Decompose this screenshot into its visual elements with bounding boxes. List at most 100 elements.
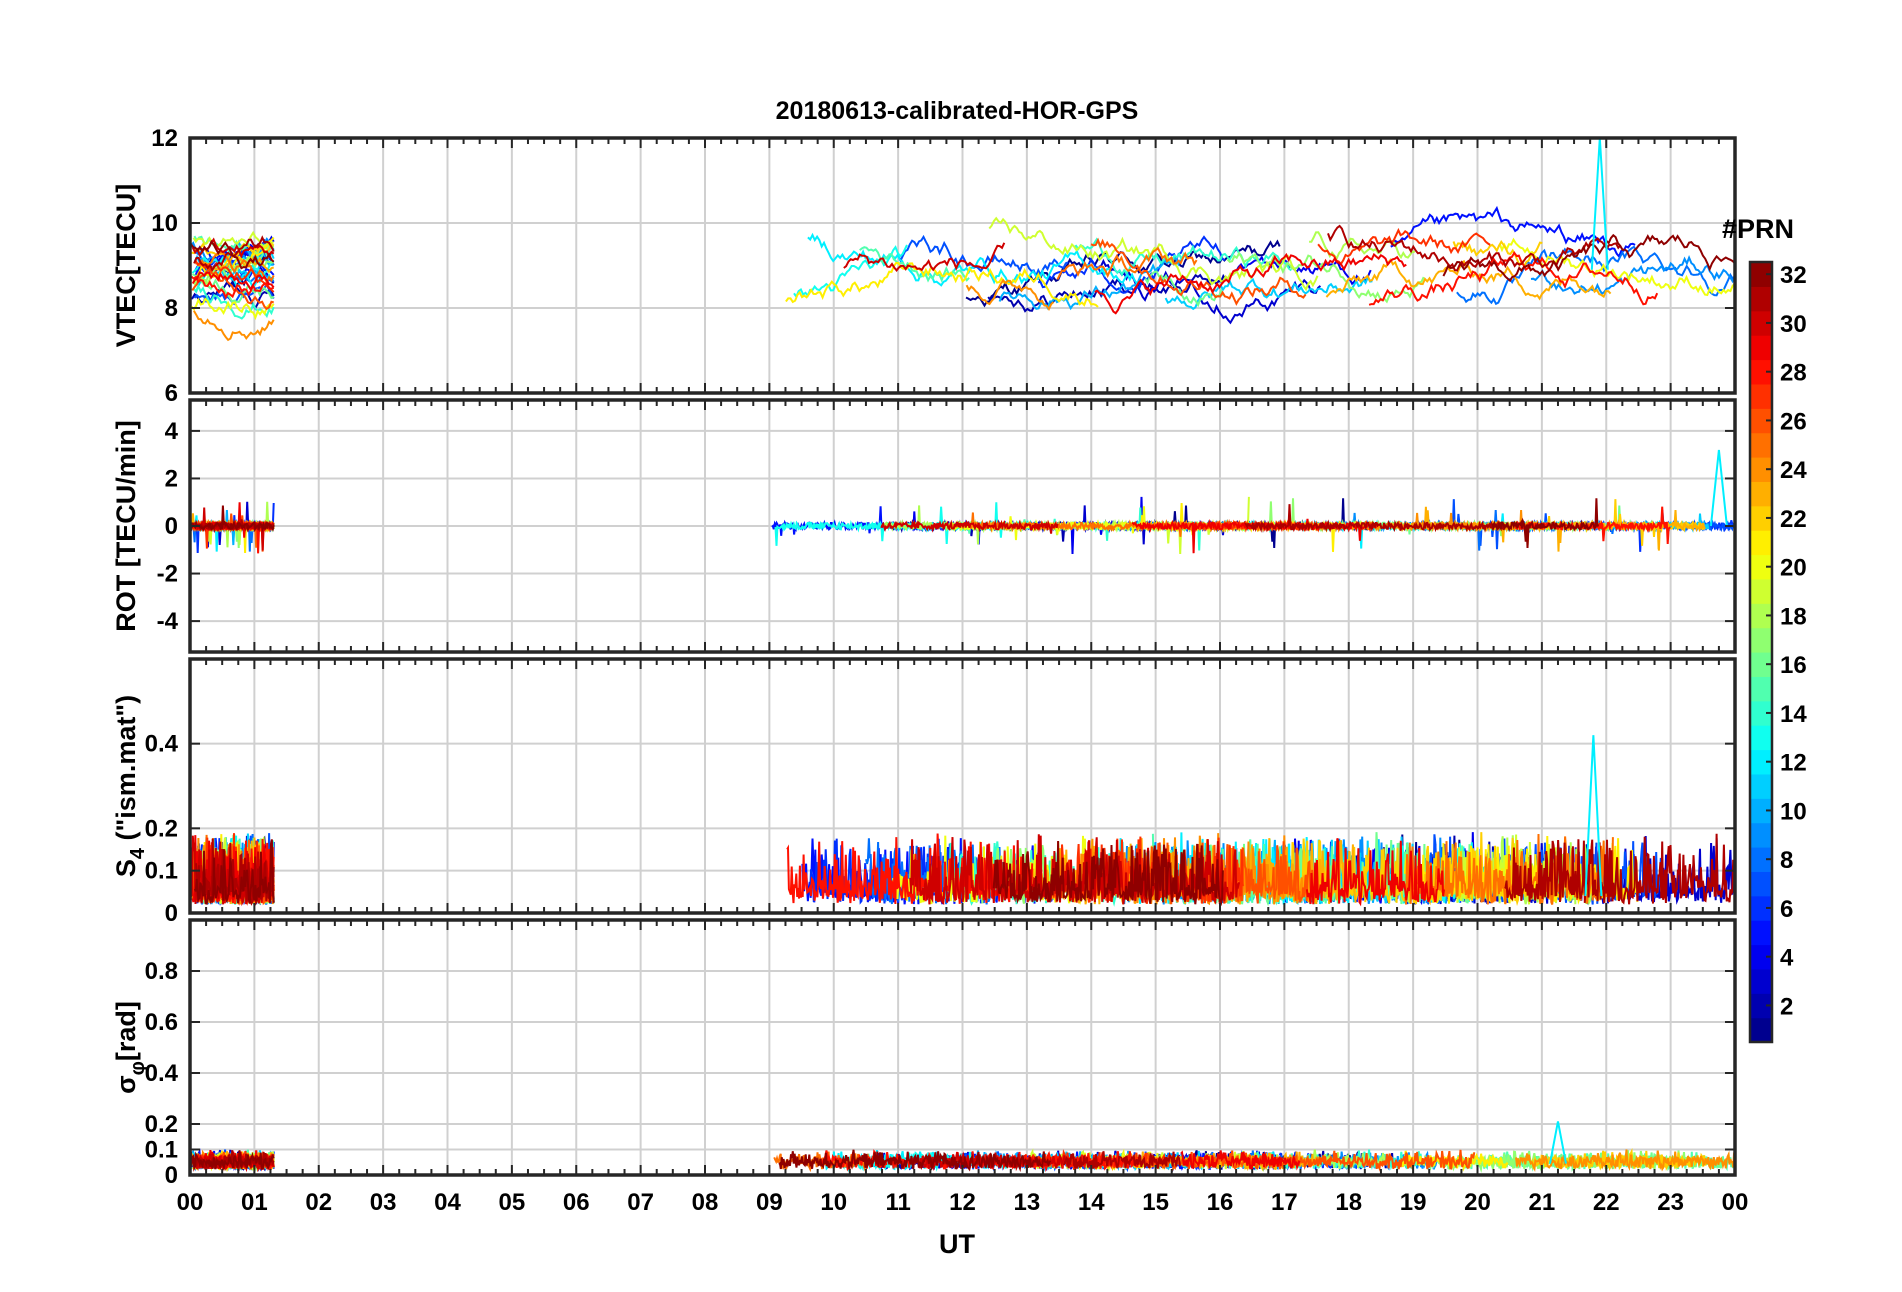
y-label-main: σ [111,1075,141,1093]
series-line-prn-19 [988,216,1319,292]
colorbar-segment [1750,847,1772,872]
series-line-prn-31 [194,519,275,534]
x-tick-label: 21 [1529,1189,1556,1216]
y-label-rest: [rad] [111,1001,141,1061]
series-line-prn-32 [778,1149,1052,1173]
x-tick-label: 08 [692,1189,719,1216]
series-line-prn-8 [1456,245,1735,306]
series-line-prn-28 [190,275,275,300]
series-line-prn-32 [193,839,275,905]
y-tick-label: 6 [165,380,178,407]
colorbar-segment [1750,676,1772,702]
y-tick-label: 0.4 [145,731,179,758]
series-line-prn-31 [1504,833,1735,905]
x-tick-label: 02 [305,1189,332,1216]
y-tick-label: 12 [151,125,178,152]
panel-s4: 0 0.1 0.2 0.4S4 ("ism.mat") [111,657,1737,927]
colorbar-tick-label: 32 [1780,262,1807,289]
series-line-prn-29 [1305,838,1445,907]
series-line-prn-32 [190,1150,275,1172]
x-tick-label: 00 [177,1189,204,1216]
colorbar-tick-label: 18 [1780,603,1807,630]
series-line-prn-16 [1144,270,1225,308]
series-line-prn-23 [1325,258,1612,301]
colorbar-segment [1750,432,1772,458]
colorbar-segment [1750,457,1772,482]
colorbar-segment [1750,335,1772,361]
series-line-prn-32 [1491,498,1600,549]
colorbar-tick-label: 24 [1780,457,1807,484]
x-axis: 00 01 02 03 04 05 06 07 08 09 10 11 12 13 14 15 16 17 18 19… [177,1189,1749,1216]
series-line-prn-10 [998,256,1182,311]
colorbar-segment [1750,652,1772,677]
y-label-main: S [111,859,141,877]
y-axis-label-s4: S4 ("ism.mat") [111,695,149,877]
x-tick-label: 23 [1657,1189,1684,1216]
series-line-prn-31 [1327,224,1622,272]
x-tick-label: 17 [1271,1189,1298,1216]
colorbar-segment [1750,1017,1772,1043]
colorbar-tick-label: 20 [1780,555,1807,582]
y-tick-label: 0.2 [145,815,178,842]
series-line-prn-29 [1180,1150,1301,1171]
y-axis-label-rot: ROT [TECU/min] [111,420,141,631]
colorbar-segment [1750,554,1772,580]
colorbar-segment [1750,895,1772,921]
sigma_phi-series-group [190,1121,1735,1173]
colorbar-segment [1750,871,1772,897]
y-label-rest: ("ism.mat") [111,695,141,848]
y-tick-label: 0.1 [145,858,178,885]
colorbar-tick-label: 30 [1780,311,1807,338]
rot-series-group [190,449,1735,555]
series-line-prn-31 [1062,1151,1181,1171]
series-line-prn-14 [1073,237,1292,277]
colorbar-segment [1750,310,1772,336]
colorbar-segment [1750,968,1772,994]
series-line-prn-9 [1530,255,1735,296]
x-tick-label: 01 [241,1189,268,1216]
series-line-prn-29 [1094,252,1407,315]
colorbar-tick-label: 22 [1780,506,1807,533]
series-line-prn-24 [193,310,275,342]
series-line-prn-32 [190,505,275,533]
colorbar-segment [1750,798,1772,824]
s4-series-group [190,735,1735,907]
y-tick-label: 0.1 [145,1137,178,1164]
series-line-prn-31 [1244,504,1507,533]
y-tick-label: 0 [165,900,178,927]
x-tick-label: 09 [756,1189,783,1216]
colorbar-segment [1750,993,1772,1019]
series-line-prn-24 [1515,1149,1735,1172]
colorbar-segment [1750,481,1772,507]
colorbar-frame [1748,260,1774,1044]
x-tick-label: 16 [1207,1189,1234,1216]
colorbar-segment [1750,627,1772,653]
series-line-prn-32 [1442,233,1735,283]
series-line-prn-32 [992,840,1224,907]
colorbar-segment [1750,359,1772,385]
peak-line [1590,138,1609,270]
x-tick-label: 06 [563,1189,590,1216]
colorbar-tick-label: 6 [1780,896,1793,923]
series-line-prn-32 [190,239,275,270]
series-line-prn-14 [193,283,275,320]
series-line-prn-30 [843,242,1006,272]
colorbar-segment [1750,822,1772,848]
colorbar-tick-label: 16 [1780,652,1807,679]
panel-vtec: 6 8 10 12 VTEC[TECU] [111,125,1737,407]
colorbar-segment [1750,530,1772,556]
series-line-prn-25 [1056,246,1198,280]
x-tick-label: 18 [1335,1189,1362,1216]
colorbar-tick-label: 8 [1780,847,1793,874]
y-tick-label: 4 [165,418,179,445]
colorbar-segment [1750,773,1772,799]
x-tick-label: 13 [1014,1189,1041,1216]
x-tick-label: 20 [1464,1189,1491,1216]
colorbar-segment [1750,408,1772,434]
y-tick-label: 0.2 [145,1111,178,1138]
colorbar-tick-label: 28 [1780,360,1807,387]
series-line-prn-15 [859,246,970,283]
y-tick-label: 0 [165,513,178,540]
panel-rot: -4 -2 0 2 4 ROT [TECU/min] [111,398,1737,654]
colorbar-tick-label: 12 [1780,750,1807,777]
